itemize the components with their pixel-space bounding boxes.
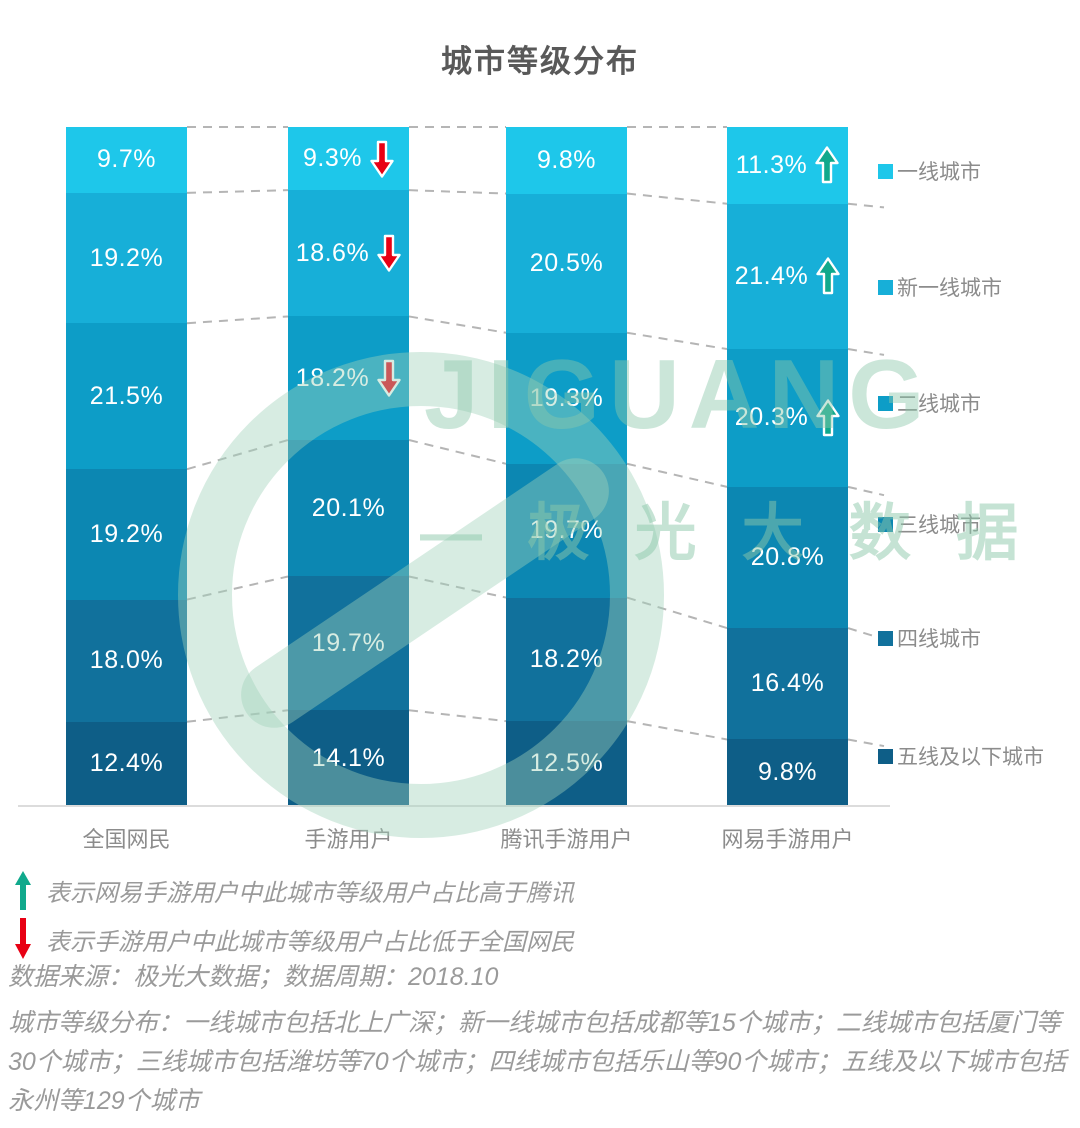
legend-item: 二线城市 xyxy=(878,388,981,418)
bar-segment: 9.8% xyxy=(506,127,627,194)
segment-value-label: 12.4% xyxy=(89,749,164,778)
bar-segment: 9.8% xyxy=(727,739,848,806)
bar-segment: 12.4% xyxy=(66,721,187,806)
segment-value-label: 19.7% xyxy=(311,628,386,657)
bar-segment: 14.1% xyxy=(288,710,409,806)
bar-segment: 16.4% xyxy=(727,628,848,740)
bar-segment: 21.4% xyxy=(727,203,848,350)
segment-value-label: 20.5% xyxy=(529,248,604,277)
bar-segment: 20.1% xyxy=(288,439,409,577)
down-arrow-icon xyxy=(15,918,31,959)
segment-value-label: 20.3% xyxy=(735,398,840,438)
bar-segment: 18.0% xyxy=(66,599,187,722)
segment-value-label: 16.4% xyxy=(750,669,825,698)
bar-column-手游用户: 9.3% 18.6% 18.2% 20.1% 19.7% 14.1% xyxy=(288,127,409,806)
bar-column-网易手游用户: 11.3% 21.4% 20.3% 20.8% 16.4% 9.8% xyxy=(727,127,848,806)
bar-segment: 19.2% xyxy=(66,469,187,600)
bar-segment: 19.3% xyxy=(506,332,627,464)
bar-segment: 20.8% xyxy=(727,486,848,629)
legend-item: 新一线城市 xyxy=(878,272,1002,302)
legend-label: 四线城市 xyxy=(897,628,981,651)
segment-value-label: 19.2% xyxy=(89,243,164,272)
segment-value-label: 21.5% xyxy=(89,381,164,410)
bar-segment: 20.3% xyxy=(727,349,848,487)
segment-value-label: 11.3% xyxy=(736,145,840,185)
arrow-down-icon xyxy=(377,360,401,397)
legend-label: 五线及以下城市 xyxy=(897,746,1044,769)
segment-value-label: 20.1% xyxy=(311,493,386,522)
legend-label: 二线城市 xyxy=(897,393,981,416)
legend-label: 新一线城市 xyxy=(897,277,1002,300)
bar-segment: 20.5% xyxy=(506,193,627,333)
legend-label: 一线城市 xyxy=(897,161,981,184)
legend-swatch xyxy=(878,163,893,179)
x-axis-label: 全国网民 xyxy=(82,827,171,852)
segment-value-label: 19.7% xyxy=(529,516,604,545)
segment-value-label: 14.1% xyxy=(311,743,386,772)
arrow-down-icon xyxy=(377,235,401,272)
segment-value-label: 18.2% xyxy=(529,644,604,673)
bar-segment: 12.5% xyxy=(506,721,627,806)
x-axis-label: 手游用户 xyxy=(304,827,393,852)
down-note-text: 表示手游用户中此城市等级用户占比低于全国网民 xyxy=(46,928,574,956)
legend-item: 五线及以下城市 xyxy=(878,741,1044,771)
segment-value-label: 19.3% xyxy=(529,383,604,412)
legend-swatch xyxy=(878,279,893,295)
bar-segment: 11.3% xyxy=(727,127,848,204)
bar-column-腾讯手游用户: 9.8% 20.5% 19.3% 19.7% 18.2% 12.5% xyxy=(506,127,627,806)
segment-value-label: 12.5% xyxy=(529,749,604,778)
bar-segment: 18.2% xyxy=(506,597,627,722)
x-axis-line xyxy=(18,805,890,807)
bar-segment: 19.7% xyxy=(288,576,409,711)
segment-value-label: 18.6% xyxy=(296,233,401,273)
arrow-down-icon xyxy=(370,140,394,178)
bar-segment: 18.6% xyxy=(288,190,409,317)
segment-value-label: 18.2% xyxy=(296,358,401,398)
arrow-up-icon xyxy=(815,146,839,184)
segment-value-label: 9.8% xyxy=(537,145,596,174)
x-axis-label: 网易手游用户 xyxy=(721,827,854,852)
arrow-up-icon xyxy=(816,399,840,437)
bar-segment: 9.7% xyxy=(66,127,187,193)
legend-swatch xyxy=(878,395,893,411)
legend-item: 三线城市 xyxy=(878,509,981,539)
footnote-text: 城市等级分布：一线城市包括北上广深；新一线城市包括成都等15个城市；二线城市包括… xyxy=(8,1009,1067,1115)
segment-value-label: 20.8% xyxy=(750,542,825,571)
bar-segment: 19.2% xyxy=(66,192,187,324)
chart-title: 城市等级分布 xyxy=(441,44,639,79)
segment-value-label: 9.3% xyxy=(303,139,394,179)
note-down-row: 表示手游用户中此城市等级用户占比低于全国网民 xyxy=(14,916,574,962)
bar-segment: 9.3% xyxy=(288,127,409,191)
up-arrow-icon xyxy=(15,871,31,910)
segment-value-label: 18.0% xyxy=(89,646,164,675)
note-up-row: 表示网易手游用户中此城市等级用户占比高于腾讯 xyxy=(14,868,574,912)
segment-value-label: 21.4% xyxy=(735,256,840,296)
legend-swatch xyxy=(878,748,893,764)
bar-segment: 19.7% xyxy=(506,463,627,598)
data-source-text: 数据来源：极光大数据；数据周期：2018.10 xyxy=(8,963,499,991)
legend-item: 四线城市 xyxy=(878,623,981,653)
up-note-text: 表示网易手游用户中此城市等级用户占比高于腾讯 xyxy=(46,879,574,907)
segment-value-label: 9.7% xyxy=(97,145,156,174)
bar-column-全国网民: 9.7% 19.2% 21.5% 19.2% 18.0% 12.4% xyxy=(66,127,187,806)
legend-item: 一线城市 xyxy=(878,156,981,186)
arrow-up-icon xyxy=(816,257,840,295)
legend-swatch xyxy=(878,516,893,532)
segment-value-label: 9.8% xyxy=(758,758,817,787)
x-axis-label: 腾讯手游用户 xyxy=(500,827,633,852)
legend-label: 三线城市 xyxy=(897,514,981,537)
segment-value-label: 19.2% xyxy=(89,519,164,548)
bar-segment: 21.5% xyxy=(66,323,187,470)
legend-swatch xyxy=(878,630,893,646)
bar-segment: 18.2% xyxy=(288,316,409,440)
